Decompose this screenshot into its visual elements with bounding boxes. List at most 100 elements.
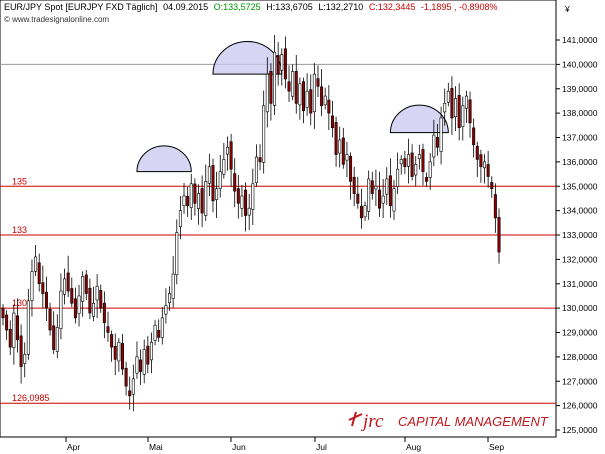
candle (142, 339, 146, 384)
candle (139, 349, 143, 385)
candle (454, 86, 458, 132)
candle (12, 304, 16, 365)
candle (197, 184, 201, 225)
candle (128, 376, 132, 410)
candle (34, 244, 38, 276)
candle (113, 333, 117, 376)
candle (406, 138, 410, 184)
candle (352, 166, 356, 207)
candle (26, 288, 30, 360)
y-tick-label: 132,0000 (562, 254, 598, 264)
candle (349, 152, 353, 200)
x-tick-label: Jun (232, 442, 246, 452)
candle (309, 74, 313, 126)
x-tick-label: Mai (149, 442, 163, 452)
y-tick-label: 131,0000 (562, 279, 598, 289)
candle (334, 116, 338, 167)
candle (367, 170, 371, 220)
y-tick-label: 125,0000 (562, 425, 598, 435)
candle (1, 304, 5, 326)
candle (211, 158, 215, 213)
close-label: C:132,3445 (369, 2, 416, 12)
candle (301, 77, 305, 124)
candle (178, 195, 182, 240)
y-tick-label: 135,0000 (562, 181, 598, 191)
level-label: 130 (12, 298, 27, 308)
candle (233, 158, 237, 208)
candle (305, 73, 309, 116)
candle (345, 141, 349, 178)
candle (472, 118, 476, 158)
y-tick-label: 128,0000 (562, 352, 598, 362)
candle (135, 341, 139, 379)
candle (160, 307, 164, 345)
candle (247, 193, 251, 231)
candle (149, 332, 153, 374)
level-label: 135 (12, 176, 27, 186)
candle (229, 133, 233, 187)
candle (225, 136, 229, 171)
y-tick-label: 133,0000 (562, 230, 598, 240)
x-tick-label: Aug (406, 442, 421, 452)
candle (316, 65, 320, 98)
y-tick-label: 141,0000 (562, 35, 598, 45)
instrument-label: EUR/JPY Spot [EURJPY FXD Täglich] (4, 2, 158, 12)
y-tick-label: 140,0000 (562, 59, 598, 69)
candle (396, 152, 400, 194)
candle (388, 158, 392, 218)
candle (483, 154, 487, 184)
x-tick-label: Jul (316, 442, 327, 452)
candle (66, 255, 70, 298)
candle (41, 265, 45, 308)
candle (490, 176, 494, 198)
candle (95, 274, 99, 319)
candle (19, 324, 23, 384)
y-tick-label: 138,0000 (562, 108, 598, 118)
brand-logo-text: jrc (360, 411, 384, 432)
candle (432, 119, 436, 167)
y-tick-label: 130,0000 (562, 303, 598, 313)
candle (291, 64, 295, 101)
y-tick-label: 129,0000 (562, 328, 598, 338)
candle (341, 127, 345, 169)
candle (323, 87, 327, 110)
low-label: L:132,2710 (318, 2, 363, 12)
candle (464, 90, 468, 124)
candle (280, 48, 284, 86)
y-tick-label: 137,0000 (562, 133, 598, 143)
candle (327, 85, 331, 131)
candle (446, 82, 450, 107)
candle (77, 285, 81, 327)
candle (84, 269, 88, 300)
pattern-dome (212, 41, 283, 75)
candle (146, 336, 150, 374)
candle (428, 152, 432, 190)
brand-name: CAPITAL MANAGEMENT (398, 414, 549, 429)
candle (381, 178, 385, 219)
candle (15, 298, 19, 353)
candle (171, 256, 175, 308)
candle (403, 150, 407, 175)
candle (110, 330, 114, 362)
candle (244, 182, 248, 232)
candle (251, 168, 255, 226)
candle (164, 288, 168, 324)
candle (189, 173, 193, 221)
date-label: 04.09.2015 (163, 2, 208, 12)
candle (106, 311, 110, 342)
candle (294, 54, 298, 114)
candle (265, 57, 269, 128)
candle (497, 208, 501, 264)
level-label: 126,0985 (12, 393, 50, 403)
candle (273, 35, 277, 115)
candle (276, 42, 280, 86)
x-tick-label: Sep (489, 442, 504, 452)
candle (269, 63, 273, 121)
change-pct-label: -0,8908% (459, 2, 498, 12)
candle (117, 338, 121, 372)
chart-header: EUR/JPY Spot [EURJPY FXD Täglich] 04.09.… (4, 2, 497, 12)
y-axis: 141,0000 140,0000 139,0000 138,0000 137,0000… (556, 35, 598, 435)
candle (8, 320, 12, 356)
candle (175, 219, 179, 285)
candle (450, 76, 454, 136)
